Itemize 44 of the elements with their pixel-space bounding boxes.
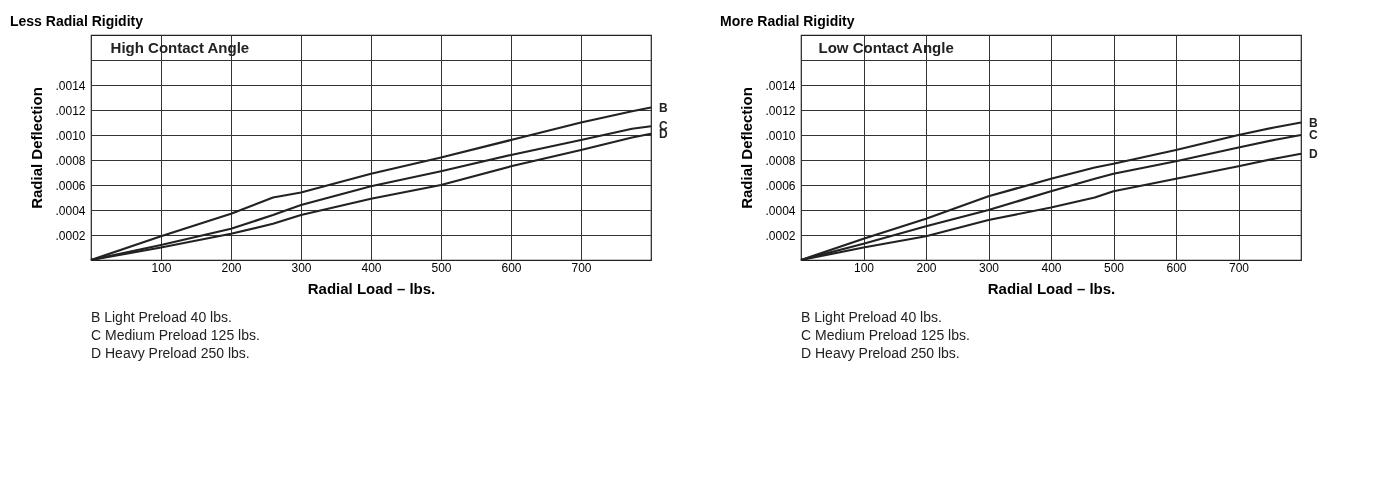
x-tick-label: 500 — [431, 260, 452, 275]
text: C Medium Preload 125 lbs. — [91, 327, 260, 343]
series-label: B — [659, 100, 668, 115]
x-tick-label: 400 — [1041, 260, 1062, 275]
y-tick-label: .0002 — [765, 228, 796, 243]
text: C Medium Preload 125 lbs. — [801, 327, 970, 343]
y-axis-title: Radial Deflection — [28, 87, 46, 209]
y-tick-label: .0014 — [765, 78, 796, 93]
y-tick-label: .0008 — [765, 153, 796, 168]
text: D Heavy Preload 250 lbs. — [801, 345, 960, 361]
x-tick-label: 700 — [1228, 260, 1250, 275]
x-tick-label: 400 — [361, 260, 382, 275]
chart-title: More Radial Rigidity — [719, 13, 855, 29]
y-tick-label: .0006 — [55, 178, 86, 193]
text: B Light Preload 40 lbs. — [91, 309, 232, 325]
text: B Light Preload 40 lbs. — [801, 309, 942, 325]
x-tick-label: 300 — [978, 260, 1000, 275]
x-tick-label: 500 — [1103, 260, 1125, 275]
x-tick-label: 600 — [1166, 260, 1187, 275]
y-tick-label: .0008 — [55, 153, 86, 168]
y-tick-label: .0012 — [765, 103, 796, 118]
x-tick-label: 100 — [853, 260, 875, 275]
chart-title: Less Radial Rigidity — [9, 13, 144, 29]
series-label: B — [1309, 115, 1318, 130]
y-tick-label: .0010 — [55, 128, 86, 143]
x-tick-label: 200 — [221, 260, 242, 275]
x-tick-label: 100 — [151, 260, 172, 275]
x-tick-label: 600 — [501, 260, 522, 275]
y-tick-label: .0002 — [55, 228, 86, 243]
y-tick-label: .0006 — [765, 178, 796, 193]
y-tick-label: .0014 — [55, 78, 86, 93]
series-label: D — [1309, 146, 1318, 161]
x-tick-label: 300 — [291, 260, 312, 275]
y-tick-label: .0012 — [55, 103, 86, 118]
y-tick-label: .0004 — [765, 203, 796, 218]
x-axis-title: Radial Load – lbs. — [987, 279, 1116, 297]
x-tick-label: 200 — [916, 260, 937, 275]
x-tick-label: 700 — [571, 260, 592, 275]
y-axis-title: Radial Deflection — [738, 87, 756, 209]
y-tick-label: .0010 — [765, 128, 796, 143]
x-axis-title: Radial Load – lbs. — [307, 279, 436, 297]
y-tick-label: .0004 — [55, 203, 86, 218]
series-label: C — [1309, 128, 1318, 142]
text: D Heavy Preload 250 lbs. — [91, 345, 250, 361]
